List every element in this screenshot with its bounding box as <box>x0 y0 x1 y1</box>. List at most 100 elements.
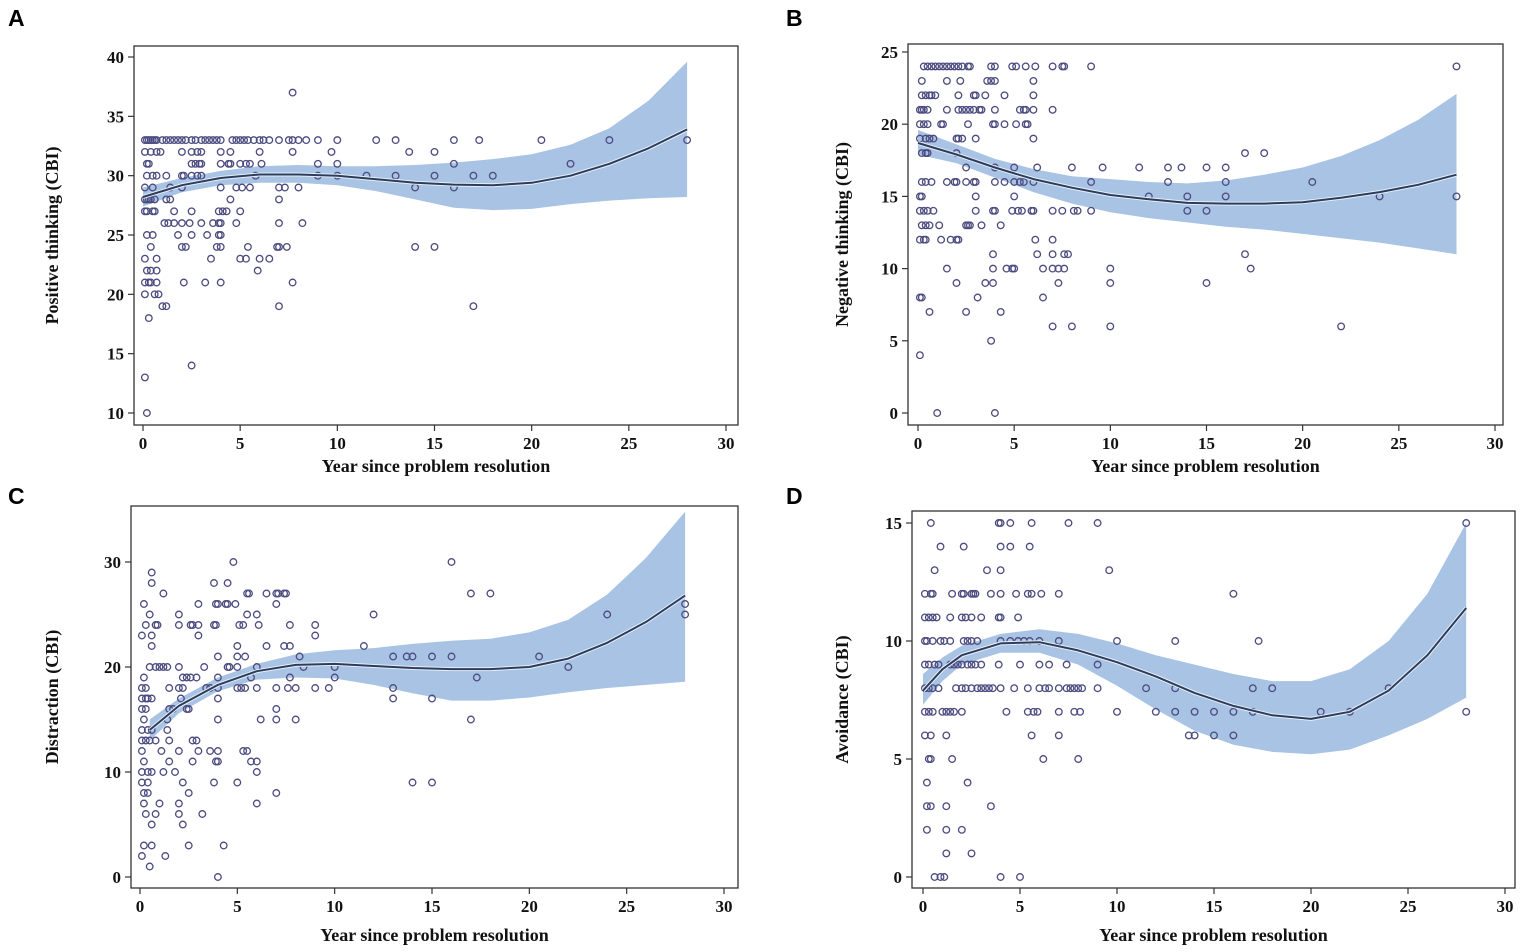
data-point <box>977 105 986 114</box>
data-point <box>1021 105 1030 114</box>
data-point <box>1054 731 1063 740</box>
data-point <box>235 621 244 629</box>
data-point <box>137 768 146 776</box>
data-point <box>162 171 171 180</box>
data-point <box>239 747 248 755</box>
data-point <box>147 820 156 829</box>
data-point <box>1164 178 1172 186</box>
data-point <box>1019 178 1028 186</box>
data-point <box>151 810 160 818</box>
data-point <box>178 684 187 692</box>
data-point <box>179 171 188 180</box>
data-point <box>284 136 293 145</box>
data-point <box>241 684 250 692</box>
data-point <box>989 264 997 273</box>
data-point <box>939 120 947 129</box>
data-point <box>186 673 195 682</box>
data-point <box>989 279 997 287</box>
data-point <box>233 684 242 692</box>
data-point <box>926 519 935 527</box>
data-point <box>233 642 242 650</box>
data-point <box>1462 707 1471 716</box>
data-point <box>166 195 175 204</box>
data-point <box>201 278 210 287</box>
data-point <box>265 136 274 145</box>
data-point <box>182 673 191 682</box>
data-point <box>143 789 152 797</box>
data-point <box>1041 684 1050 693</box>
y-tick-label: 20 <box>104 658 121 677</box>
data-point <box>942 62 951 71</box>
data-point <box>449 159 458 168</box>
data-point <box>953 660 962 669</box>
data-point <box>280 642 289 650</box>
data-point <box>288 147 297 156</box>
data-point <box>389 694 398 703</box>
data-point <box>994 660 1003 669</box>
data-point <box>285 642 294 650</box>
data-point <box>920 613 929 622</box>
data-point <box>213 600 222 608</box>
data-point <box>683 136 692 145</box>
data-point <box>213 694 222 703</box>
data-point <box>191 136 200 145</box>
data-point <box>990 105 999 114</box>
data-point <box>965 221 974 230</box>
data-point <box>981 684 990 693</box>
panel-d: D 0 5 10 15 20 25 30 0 5 10 15 Year since problem re… <box>786 483 1516 945</box>
data-point <box>243 747 252 755</box>
data-point <box>177 219 186 228</box>
data-point <box>920 684 929 693</box>
data-point <box>216 219 225 228</box>
data-point <box>1008 206 1017 215</box>
data-point <box>987 62 996 71</box>
data-point <box>977 684 986 693</box>
data-point <box>946 235 955 244</box>
data-point <box>962 163 971 172</box>
y-tick-label: 0 <box>113 868 122 887</box>
data-point <box>927 91 936 100</box>
data-point <box>245 589 253 598</box>
data-point <box>1031 62 1040 71</box>
confidence-band <box>923 523 1467 755</box>
data-point <box>925 134 934 143</box>
y-tick-label: 5 <box>894 750 903 769</box>
data-point <box>930 566 939 575</box>
data-point <box>948 589 957 598</box>
data-point <box>161 852 170 860</box>
data-point <box>942 707 951 716</box>
data-point <box>176 694 185 703</box>
data-point <box>950 707 958 716</box>
data-point <box>1039 264 1047 273</box>
data-point <box>137 852 146 860</box>
data-point <box>957 825 966 834</box>
y-tick-label: 35 <box>107 107 124 126</box>
data-point <box>262 589 271 598</box>
data-point <box>236 254 245 263</box>
data-point <box>145 862 154 871</box>
data-point <box>1014 206 1022 215</box>
data-point <box>1000 120 1009 129</box>
data-point <box>962 105 971 114</box>
confidence-band <box>149 511 686 741</box>
y-tick-label: 10 <box>107 404 124 423</box>
data-point <box>1064 250 1072 259</box>
data-point <box>1210 731 1218 740</box>
data-point <box>216 136 225 145</box>
data-point <box>141 810 150 818</box>
data-point <box>936 873 945 881</box>
data-point <box>430 242 439 251</box>
data-point <box>275 242 283 251</box>
data-point <box>957 660 966 669</box>
data-point <box>239 621 248 629</box>
data-point <box>1015 105 1024 114</box>
data-point <box>996 519 1005 527</box>
data-point <box>259 136 268 145</box>
data-point <box>1246 264 1255 273</box>
data-point <box>222 207 231 216</box>
x-tick-label: 15 <box>424 897 441 916</box>
data-point <box>1027 589 1036 598</box>
data-point <box>917 221 926 230</box>
data-point <box>243 610 252 619</box>
y-tick-label: 25 <box>881 43 898 62</box>
